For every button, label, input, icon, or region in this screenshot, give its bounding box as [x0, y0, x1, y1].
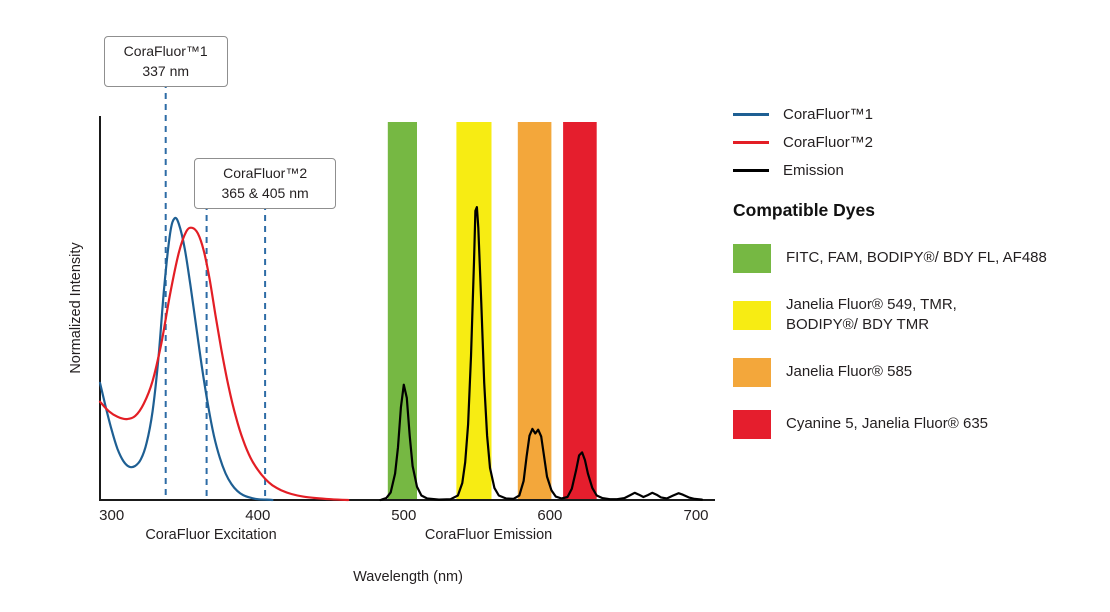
- dye-color-swatch: [733, 243, 771, 273]
- curve-emission: [379, 206, 703, 502]
- legend-line-label: CoraFluor™1: [783, 106, 874, 123]
- legend-line-item-3: Emission: [733, 162, 1105, 179]
- dye-color-swatch: [733, 410, 771, 439]
- spectra-chart-svg: [98, 82, 715, 502]
- dye-label-line: FITC, FAM, BODIPY®/ BDY FL, AF488: [786, 248, 1047, 266]
- legend-line-item-1: CoraFluor™1: [733, 106, 1105, 123]
- callout-corafluor1: CoraFluor™1 337 nm: [103, 36, 228, 88]
- legend: CoraFluor™1 CoraFluor™2 Emission Compatibl…: [733, 106, 1105, 440]
- legend-line-swatch: [733, 113, 769, 116]
- callout-corafluor1-title: CoraFluor™1: [123, 43, 208, 59]
- legend-line-entries: CoraFluor™1 CoraFluor™2 Emission: [733, 106, 1105, 179]
- dye-item-2: Janelia Fluor® 549, TMR, BODIPY®/ BDY TMR: [733, 295, 1105, 336]
- legend-line-swatch: [733, 169, 769, 172]
- callout-corafluor2-value: 365 & 405 nm: [221, 184, 309, 201]
- dye-label: Cyanine 5, Janelia Fluor® 635: [786, 414, 988, 434]
- dye-label-line: Janelia Fluor® 585: [786, 363, 913, 381]
- callout-corafluor2-title: CoraFluor™2: [223, 165, 308, 181]
- region-label-emission: CoraFluor Emission: [424, 527, 553, 543]
- dye-label-line: Cyanine 5, Janelia Fluor® 635: [786, 415, 989, 433]
- dye-label: Janelia Fluor® 549, TMR, BODIPY®/ BDY TMR: [786, 295, 957, 336]
- callout-corafluor2: CoraFluor™2 365 & 405 nm: [194, 158, 337, 210]
- emission-band-3: [517, 122, 552, 500]
- x-tick-label-400: 400: [245, 507, 271, 524]
- y-axis-title: Normalized Intensity: [68, 242, 84, 374]
- dye-item-4: Cyanine 5, Janelia Fluor® 635: [733, 410, 1105, 440]
- x-tick-label-300: 300: [99, 507, 125, 524]
- dye-item-1: FITC, FAM, BODIPY®/ BDY FL, AF488: [733, 243, 1105, 273]
- legend-line-item-2: CoraFluor™2: [733, 134, 1105, 151]
- legend-dye-entries: FITC, FAM, BODIPY®/ BDY FL, AF488 Janelia…: [733, 243, 1105, 440]
- dye-label: Janelia Fluor® 585: [786, 362, 912, 382]
- x-axis-title: Wavelength (nm): [353, 569, 463, 585]
- compatible-dyes-heading: Compatible Dyes: [733, 200, 875, 220]
- dye-color-swatch: [733, 300, 771, 330]
- legend-line-swatch: [733, 141, 769, 144]
- dye-label-line: BODIPY®/ BDY TMR: [786, 316, 930, 334]
- dye-label: FITC, FAM, BODIPY®/ BDY FL, AF488: [786, 248, 1047, 268]
- curve-corafluor-2: [98, 226, 350, 502]
- dye-label-line: Janelia Fluor® 549, TMR,: [786, 296, 957, 313]
- x-tick-label-700: 700: [683, 507, 709, 524]
- dye-color-swatch: [733, 358, 771, 387]
- dye-item-3: Janelia Fluor® 585: [733, 358, 1105, 388]
- x-tick-label-500: 500: [391, 507, 417, 524]
- axes: [99, 116, 715, 501]
- curve-corafluor-1: [98, 216, 274, 502]
- emission-band-1: [387, 122, 417, 500]
- emission-band-2: [456, 122, 492, 500]
- emission-band-4: [563, 122, 597, 500]
- legend-line-label: CoraFluor™2: [783, 134, 874, 151]
- legend-line-label: Emission: [783, 162, 844, 179]
- callout-corafluor1-value: 337 nm: [142, 62, 190, 79]
- x-tick-label-600: 600: [537, 507, 563, 524]
- region-label-excitation: CoraFluor Excitation: [145, 527, 277, 543]
